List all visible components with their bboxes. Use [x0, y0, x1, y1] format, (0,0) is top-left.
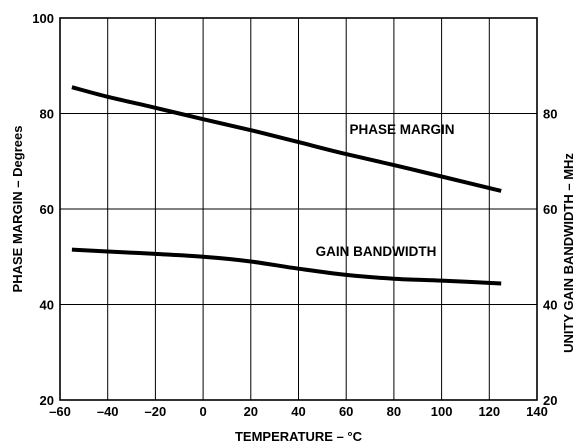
x-tick-label: –40	[97, 404, 119, 419]
grid	[60, 18, 537, 400]
x-tick-label: –60	[49, 404, 71, 419]
x-tick-label: 60	[339, 404, 353, 419]
y-tick-label-left: 60	[40, 202, 54, 217]
x-tick-label: 80	[387, 404, 401, 419]
tick-labels: –60 –40 –20 0 20 40 60 80 100 120 1402040608010020…	[32, 11, 557, 419]
x-tick-label: 140	[526, 404, 548, 419]
series-label: GAIN BANDWIDTH	[316, 244, 437, 259]
y-axis-title-left: PHASE MARGIN – Degrees	[10, 126, 25, 293]
series-group	[71, 85, 502, 286]
x-tick-label: –20	[145, 404, 167, 419]
series-line-phase-margin	[71, 85, 502, 193]
y-axis-title-right: UNITY GAIN BANDWIDTH – MHz	[561, 153, 576, 353]
y-tick-label-left: 80	[40, 107, 54, 122]
y-tick-label-right: 60	[543, 202, 557, 217]
y-tick-label-right: 40	[543, 298, 557, 313]
x-tick-label: 120	[478, 404, 500, 419]
y-tick-label-left: 40	[40, 298, 54, 313]
series-labels: PHASE MARGIN GAIN BANDWIDTH	[316, 122, 455, 259]
x-tick-label: 20	[244, 404, 258, 419]
y-tick-label-right: 80	[543, 107, 557, 122]
x-axis-title: TEMPERATURE – °C	[235, 429, 363, 444]
series-line-gain-bandwidth	[71, 247, 502, 286]
y-tick-label-left: 100	[32, 11, 54, 26]
x-tick-label: 100	[431, 404, 453, 419]
plot-frame	[59, 17, 538, 401]
series-label: PHASE MARGIN	[349, 122, 454, 137]
y-tick-label-right: 20	[543, 393, 557, 408]
x-tick-label: 0	[199, 404, 206, 419]
x-tick-label: 40	[291, 404, 305, 419]
y-tick-label-left: 20	[40, 393, 54, 408]
